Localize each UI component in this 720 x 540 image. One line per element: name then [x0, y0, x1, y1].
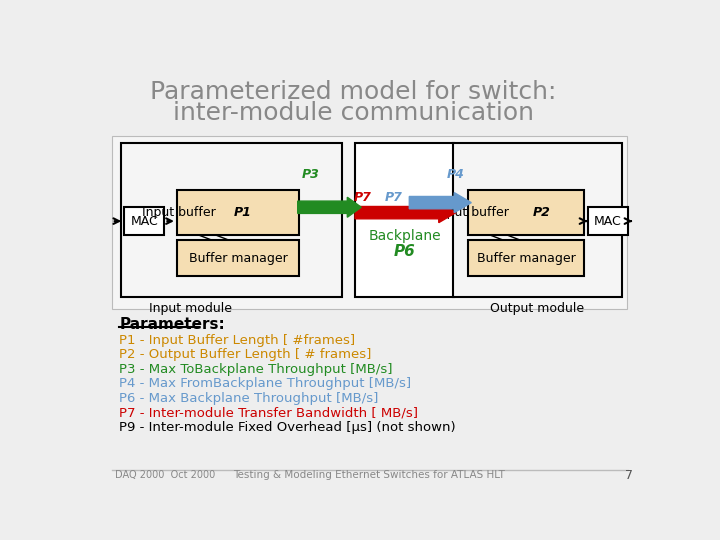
Text: P6: P6 [394, 245, 415, 259]
Text: P7: P7 [385, 191, 402, 204]
FancyBboxPatch shape [588, 207, 628, 235]
Text: P2: P2 [533, 206, 550, 219]
Text: P7: P7 [354, 191, 372, 204]
FancyBboxPatch shape [177, 240, 300, 276]
FancyBboxPatch shape [453, 143, 621, 298]
Text: P1 - Input Buffer Length [ #frames]: P1 - Input Buffer Length [ #frames] [120, 334, 356, 347]
Text: inter-module communication: inter-module communication [173, 100, 534, 125]
Text: Buffer manager: Buffer manager [477, 252, 576, 265]
Text: P1: P1 [233, 206, 251, 219]
Text: P7 - Inter-module Transfer Bandwidth [ MB/s]: P7 - Inter-module Transfer Bandwidth [ M… [120, 407, 418, 420]
Text: MAC: MAC [130, 214, 158, 228]
FancyBboxPatch shape [112, 136, 627, 309]
Text: Parameterized model for switch:: Parameterized model for switch: [150, 80, 557, 104]
FancyArrow shape [409, 193, 472, 213]
FancyBboxPatch shape [468, 190, 585, 235]
Text: MAC: MAC [594, 214, 621, 228]
FancyArrow shape [297, 197, 361, 217]
Text: P9 - Inter-module Fixed Overhead [μs] (not shown): P9 - Inter-module Fixed Overhead [μs] (n… [120, 421, 456, 434]
Text: Input buffer: Input buffer [143, 206, 220, 219]
Text: P3: P3 [302, 168, 320, 181]
Text: Testing & Modeling Ethernet Switches for ATLAS HLT: Testing & Modeling Ethernet Switches for… [233, 470, 505, 480]
FancyBboxPatch shape [355, 143, 454, 298]
FancyBboxPatch shape [124, 207, 164, 235]
FancyBboxPatch shape [177, 190, 300, 235]
Text: Backplane: Backplane [369, 229, 441, 243]
Text: Input module: Input module [149, 302, 233, 315]
Text: Parameters:: Parameters: [120, 318, 225, 332]
Text: P2 - Output Buffer Length [ # frames]: P2 - Output Buffer Length [ # frames] [120, 348, 372, 361]
Text: Output module: Output module [490, 302, 584, 315]
Text: P6 - Max Backplane Throughput [MB/s]: P6 - Max Backplane Throughput [MB/s] [120, 392, 379, 405]
Text: Output buffer: Output buffer [423, 206, 513, 219]
FancyArrow shape [355, 202, 456, 222]
Text: DAQ 2000  Oct 2000: DAQ 2000 Oct 2000 [114, 470, 215, 480]
FancyBboxPatch shape [121, 143, 342, 298]
FancyBboxPatch shape [468, 240, 585, 276]
Text: P4: P4 [447, 168, 464, 181]
Text: P3 - Max ToBackplane Throughput [MB/s]: P3 - Max ToBackplane Throughput [MB/s] [120, 363, 393, 376]
Text: 7: 7 [624, 469, 632, 482]
Text: P4 - Max FromBackplane Throughput [MB/s]: P4 - Max FromBackplane Throughput [MB/s] [120, 377, 412, 390]
Text: Buffer manager: Buffer manager [189, 252, 287, 265]
